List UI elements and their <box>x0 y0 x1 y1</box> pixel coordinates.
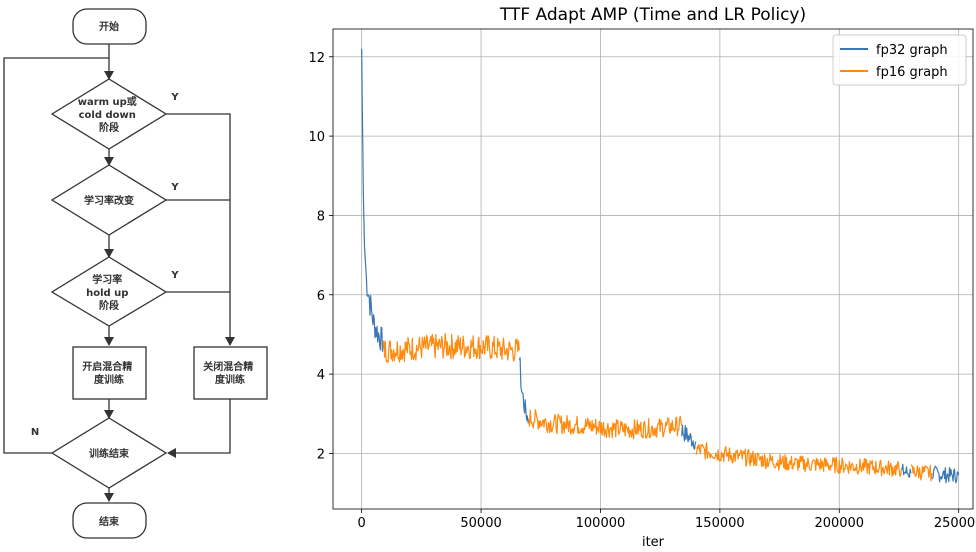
ticks: 0 50000 100000 150000 200000 250000 2 4 6 8 10 12 <box>308 51 976 531</box>
yes-label-warmup: Y <box>170 92 179 103</box>
series-layer <box>361 48 960 484</box>
y-tick-label: 4 <box>317 368 325 383</box>
loss-chart: 0 50000 100000 150000 200000 250000 2 4 6 8 10 12 T… <box>308 5 976 550</box>
legend: fp32 graph fp16 graph <box>832 34 967 86</box>
start-label: 开始 <box>99 20 119 33</box>
y-tick-label: 2 <box>317 447 325 462</box>
decision-train-end-label: 训练结束 <box>89 447 130 460</box>
end-label: 结束 <box>99 515 120 528</box>
arrow-loop-no <box>3 57 109 454</box>
legend-box <box>832 34 967 86</box>
x-tick-label: 50000 <box>460 516 501 531</box>
decision-hold-label: 学习率 hold up 阶段 <box>86 273 132 312</box>
flow-connectors <box>3 44 235 502</box>
y-tick-label: 6 <box>317 289 325 304</box>
series-line <box>931 465 960 484</box>
y-tick-label: 10 <box>308 130 325 145</box>
decision-lr-label: 学习率改变 <box>84 194 134 207</box>
x-axis-label: iter <box>642 535 665 550</box>
no-label-loop: N <box>31 427 39 438</box>
process-amp-on-label: 开启混合精 度训练 <box>82 360 135 386</box>
x-tick-label: 250000 <box>934 516 976 531</box>
series-line <box>681 424 697 450</box>
y-tick-label: 8 <box>317 209 325 224</box>
x-tick-label: 0 <box>358 516 366 531</box>
decision-lr-change <box>50 164 168 236</box>
y-tick-label: 12 <box>308 51 325 66</box>
series-line <box>900 463 912 478</box>
series-line <box>382 333 520 363</box>
plot-frame <box>332 28 974 510</box>
decision-train-end <box>50 417 168 489</box>
grid <box>333 29 973 509</box>
decision-warmup-label: warm up或 cold down 阶段 <box>78 95 141 134</box>
series-line <box>361 48 384 352</box>
decision-warmup <box>50 78 168 150</box>
yes-label-hold: Y <box>170 270 179 281</box>
x-tick-label: 200000 <box>814 516 864 531</box>
chart-title: TTF Adapt AMP (Time and LR Policy) <box>499 5 806 25</box>
arrow-off-to-end-check <box>167 399 231 458</box>
series-line <box>518 357 530 424</box>
legend-label: fp32 graph <box>876 43 948 58</box>
flowchart: 开始 warm up或 cold down 阶段 学习率改变 学习率 hold … <box>3 8 268 539</box>
decision-hold <box>50 256 168 327</box>
series-line <box>528 409 683 440</box>
yes-label-lr: Y <box>170 182 179 193</box>
end-terminal <box>72 502 147 539</box>
series-line <box>910 464 933 482</box>
arrow-warmup-yes <box>166 113 235 346</box>
process-amp-off-label: 关闭混合精 度训练 <box>203 360 256 386</box>
process-amp-on <box>72 346 147 400</box>
legend-label: fp16 graph <box>876 65 948 80</box>
process-amp-off <box>193 346 268 400</box>
x-tick-label: 150000 <box>695 516 745 531</box>
start-terminal <box>72 8 147 45</box>
x-tick-label: 100000 <box>576 516 626 531</box>
series-line <box>695 442 902 477</box>
